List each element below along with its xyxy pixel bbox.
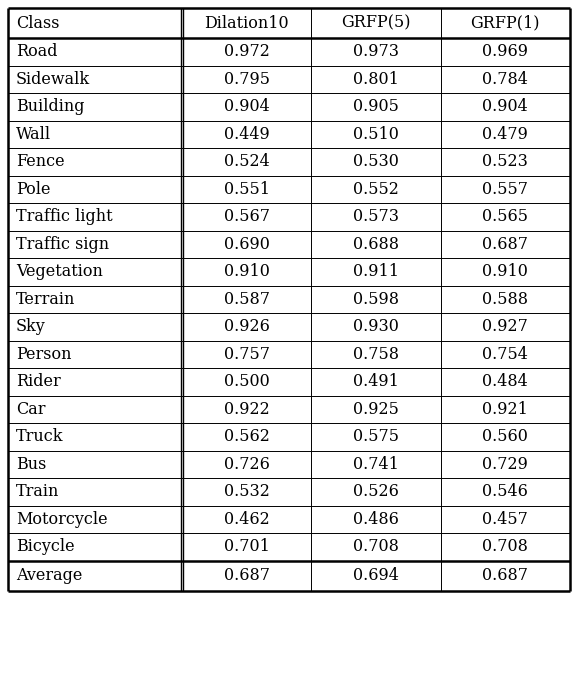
Text: 0.708: 0.708 [483, 538, 528, 555]
Text: Average: Average [16, 567, 83, 584]
Text: Fence: Fence [16, 153, 65, 170]
Text: 0.557: 0.557 [483, 181, 528, 198]
Text: GRFP(5): GRFP(5) [342, 14, 411, 31]
Text: Motorcycle: Motorcycle [16, 511, 108, 528]
Text: Car: Car [16, 401, 46, 418]
Text: 0.687: 0.687 [483, 236, 528, 253]
Text: Road: Road [16, 43, 57, 60]
Text: 0.598: 0.598 [353, 291, 399, 308]
Text: 0.795: 0.795 [224, 70, 270, 88]
Text: Bus: Bus [16, 456, 46, 473]
Text: Bicycle: Bicycle [16, 538, 75, 555]
Text: 0.500: 0.500 [224, 373, 270, 391]
Text: Class: Class [16, 14, 60, 31]
Text: Truck: Truck [16, 428, 64, 445]
Text: 0.694: 0.694 [353, 567, 399, 584]
Text: 0.562: 0.562 [224, 428, 270, 445]
Text: Traffic light: Traffic light [16, 208, 113, 225]
Text: GRFP(1): GRFP(1) [470, 14, 540, 31]
Text: 0.921: 0.921 [483, 401, 528, 418]
Text: Vegetation: Vegetation [16, 263, 103, 280]
Text: 0.486: 0.486 [353, 511, 399, 528]
Text: 0.551: 0.551 [224, 181, 270, 198]
Text: Wall: Wall [16, 126, 51, 143]
Text: 0.573: 0.573 [353, 208, 399, 225]
Text: Rider: Rider [16, 373, 61, 391]
Text: Traffic sign: Traffic sign [16, 236, 109, 253]
Text: 0.927: 0.927 [483, 318, 528, 335]
Text: 0.925: 0.925 [353, 401, 399, 418]
Text: Sky: Sky [16, 318, 46, 335]
Text: 0.575: 0.575 [353, 428, 399, 445]
Text: Train: Train [16, 484, 60, 500]
Text: Building: Building [16, 98, 84, 115]
Text: 0.972: 0.972 [224, 43, 270, 60]
Text: 0.462: 0.462 [224, 511, 270, 528]
Text: Person: Person [16, 345, 72, 363]
Text: 0.729: 0.729 [483, 456, 528, 473]
Text: Pole: Pole [16, 181, 50, 198]
Text: 0.911: 0.911 [353, 263, 399, 280]
Text: 0.904: 0.904 [483, 98, 528, 115]
Text: 0.687: 0.687 [224, 567, 270, 584]
Text: 0.922: 0.922 [224, 401, 270, 418]
Text: 0.530: 0.530 [353, 153, 399, 170]
Text: 0.926: 0.926 [224, 318, 270, 335]
Text: 0.479: 0.479 [483, 126, 528, 143]
Text: 0.757: 0.757 [224, 345, 270, 363]
Text: 0.687: 0.687 [483, 567, 528, 584]
Text: 0.973: 0.973 [353, 43, 399, 60]
Text: Dilation10: Dilation10 [205, 14, 289, 31]
Text: 0.905: 0.905 [353, 98, 399, 115]
Text: 0.523: 0.523 [483, 153, 528, 170]
Text: 0.904: 0.904 [224, 98, 270, 115]
Text: 0.910: 0.910 [224, 263, 270, 280]
Text: 0.688: 0.688 [353, 236, 399, 253]
Text: 0.510: 0.510 [353, 126, 399, 143]
Text: 0.741: 0.741 [353, 456, 399, 473]
Text: 0.930: 0.930 [353, 318, 399, 335]
Text: 0.449: 0.449 [224, 126, 270, 143]
Text: 0.457: 0.457 [483, 511, 528, 528]
Text: 0.532: 0.532 [224, 484, 270, 500]
Text: 0.754: 0.754 [483, 345, 528, 363]
Text: Sidewalk: Sidewalk [16, 70, 90, 88]
Text: 0.969: 0.969 [483, 43, 528, 60]
Text: 0.552: 0.552 [353, 181, 399, 198]
Text: 0.565: 0.565 [483, 208, 528, 225]
Text: 0.546: 0.546 [483, 484, 528, 500]
Text: 0.588: 0.588 [483, 291, 528, 308]
Text: 0.560: 0.560 [483, 428, 528, 445]
Text: 0.491: 0.491 [353, 373, 399, 391]
Text: 0.758: 0.758 [353, 345, 399, 363]
Text: 0.708: 0.708 [353, 538, 399, 555]
Text: 0.526: 0.526 [353, 484, 399, 500]
Text: 0.567: 0.567 [224, 208, 270, 225]
Text: 0.784: 0.784 [483, 70, 528, 88]
Text: 0.726: 0.726 [224, 456, 270, 473]
Text: 0.587: 0.587 [224, 291, 270, 308]
Text: 0.690: 0.690 [224, 236, 270, 253]
Text: Terrain: Terrain [16, 291, 75, 308]
Text: 0.801: 0.801 [353, 70, 399, 88]
Text: 0.524: 0.524 [224, 153, 270, 170]
Text: 0.910: 0.910 [483, 263, 528, 280]
Text: 0.701: 0.701 [224, 538, 270, 555]
Text: 0.484: 0.484 [483, 373, 528, 391]
